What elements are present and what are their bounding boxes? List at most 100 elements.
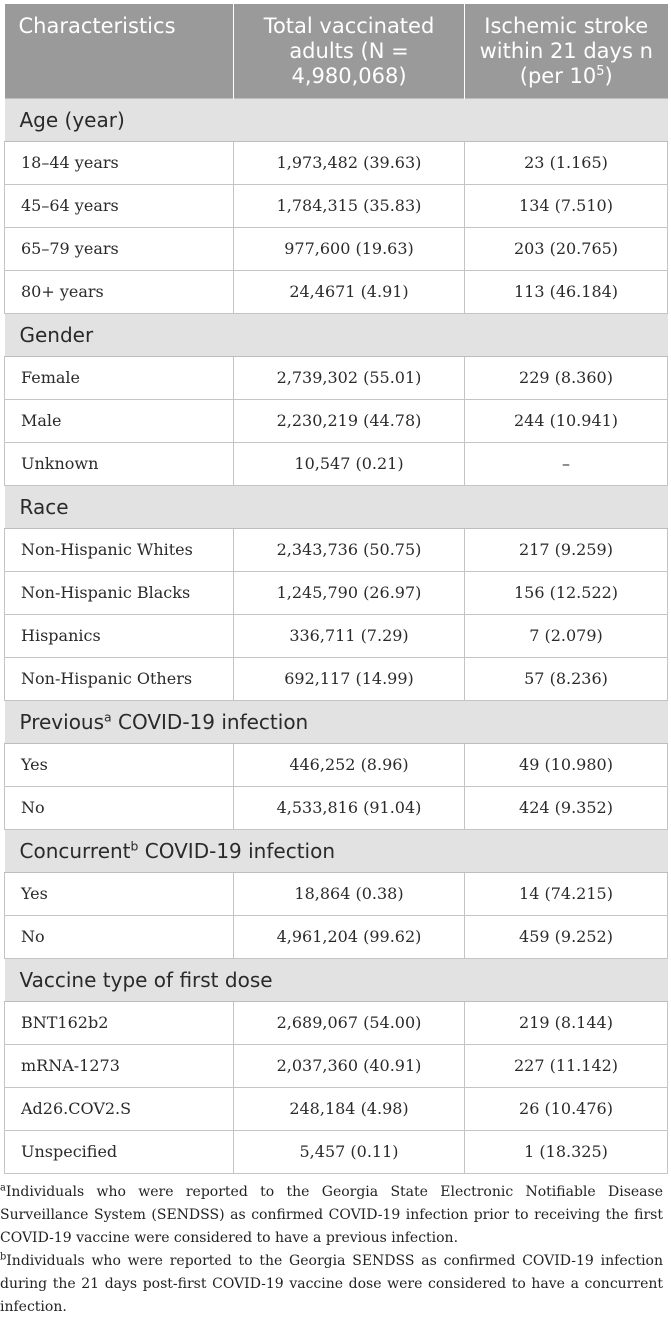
table-row: Unknown 10,547 (0.21) –	[4, 441, 668, 486]
section-title-footnote-mark: a	[104, 708, 112, 724]
row-ischemic-stroke: 113 (46.184)	[464, 269, 668, 314]
row-label: mRNA-1273	[4, 1043, 234, 1088]
section-header-row: Previousa COVID-19 infection	[4, 699, 668, 744]
table-row: Male 2,230,219 (44.78) 244 (10.941)	[4, 398, 668, 443]
row-label: Non-Hispanic Whites	[4, 527, 234, 572]
section-title-text: Previous	[19, 709, 105, 734]
section-title-text-end: COVID-19 infection	[111, 709, 309, 734]
row-label: Unknown	[4, 441, 234, 486]
section-title-text-end: COVID-19 infection	[138, 838, 336, 863]
section-header-row: Gender	[4, 312, 668, 357]
section-header-row: Vaccine type of first dose	[4, 957, 668, 1002]
row-label: Unspecified	[4, 1129, 234, 1174]
table-row: No 4,533,816 (91.04) 424 (9.352)	[4, 785, 668, 830]
row-label: Non-Hispanic Others	[4, 656, 234, 701]
section-header-row: Concurrentb COVID-19 infection	[4, 828, 668, 873]
footnote-text: Individuals who were reported to the Geo…	[0, 1184, 663, 1246]
row-total-vaccinated: 2,037,360 (40.91)	[233, 1043, 465, 1088]
row-total-vaccinated: 2,689,067 (54.00)	[233, 1000, 465, 1045]
table-wrapper: Characteristics Total vaccinated adults …	[4, 4, 668, 1174]
row-ischemic-stroke: 217 (9.259)	[464, 527, 668, 572]
table-row: Hispanics 336,711 (7.29) 7 (2.079)	[4, 613, 668, 658]
table-row: Non-Hispanic Others 692,117 (14.99) 57 (8.…	[4, 656, 668, 701]
row-label: 65–79 years	[4, 226, 234, 271]
header-characteristics: Characteristics	[4, 4, 234, 98]
row-total-vaccinated: 2,739,302 (55.01)	[233, 355, 465, 400]
row-ischemic-stroke: 219 (8.144)	[464, 1000, 668, 1045]
section-title: Age (year)	[4, 97, 668, 142]
header-row: Characteristics Total vaccinated adults …	[4, 4, 668, 98]
section-title-footnote-mark: b	[130, 837, 139, 853]
table-row: 80+ years 24,4671 (4.91) 113 (46.184)	[4, 269, 668, 314]
row-label: Female	[4, 355, 234, 400]
table-row: Unspecified 5,457 (0.11) 1 (18.325)	[4, 1129, 668, 1174]
header-stroke-sup: 5	[596, 64, 605, 79]
row-label: No	[4, 914, 234, 959]
row-total-vaccinated: 2,230,219 (44.78)	[233, 398, 465, 443]
row-total-vaccinated: 1,245,790 (26.97)	[233, 570, 465, 615]
row-total-vaccinated: 10,547 (0.21)	[233, 441, 465, 486]
row-label: Male	[4, 398, 234, 443]
table-row: 45–64 years 1,784,315 (35.83) 134 (7.510)	[4, 183, 668, 228]
row-total-vaccinated: 248,184 (4.98)	[233, 1086, 465, 1131]
row-ischemic-stroke: –	[464, 441, 668, 486]
row-label: Non-Hispanic Blacks	[4, 570, 234, 615]
section-title-text: Concurrent	[19, 838, 131, 863]
row-ischemic-stroke: 57 (8.236)	[464, 656, 668, 701]
table-row: Ad26.COV2.S 248,184 (4.98) 26 (10.476)	[4, 1086, 668, 1131]
section-title: Vaccine type of first dose	[4, 957, 668, 1002]
row-ischemic-stroke: 49 (10.980)	[464, 742, 668, 787]
footnote-mark: a	[0, 1182, 6, 1194]
section-title: Gender	[4, 312, 668, 357]
row-label: 80+ years	[4, 269, 234, 314]
row-total-vaccinated: 692,117 (14.99)	[233, 656, 465, 701]
footnote-text: Individuals who were reported to the Geo…	[0, 1253, 663, 1315]
row-ischemic-stroke: 134 (7.510)	[464, 183, 668, 228]
footnote-mark: b	[0, 1251, 7, 1263]
row-total-vaccinated: 5,457 (0.11)	[233, 1129, 465, 1174]
characteristics-table: Characteristics Total vaccinated adults …	[4, 4, 668, 1174]
table-body: Age (year) 18–44 years 1,973,482 (39.63) 23…	[4, 97, 668, 1174]
row-total-vaccinated: 1,784,315 (35.83)	[233, 183, 465, 228]
row-label: 18–44 years	[4, 140, 234, 185]
row-total-vaccinated: 4,961,204 (99.62)	[233, 914, 465, 959]
row-total-vaccinated: 24,4671 (4.91)	[233, 269, 465, 314]
footnote: aIndividuals who were reported to the Ge…	[0, 1181, 663, 1250]
row-ischemic-stroke: 26 (10.476)	[464, 1086, 668, 1131]
section-title: Race	[4, 484, 668, 529]
table-row: 18–44 years 1,973,482 (39.63) 23 (1.165)	[4, 140, 668, 185]
table-row: Yes 18,864 (0.38) 14 (74.215)	[4, 871, 668, 916]
table-row: Yes 446,252 (8.96) 49 (10.980)	[4, 742, 668, 787]
row-ischemic-stroke: 14 (74.215)	[464, 871, 668, 916]
row-total-vaccinated: 977,600 (19.63)	[233, 226, 465, 271]
section-title: Previousa COVID-19 infection	[4, 699, 668, 744]
section-header-row: Race	[4, 484, 668, 529]
row-total-vaccinated: 4,533,816 (91.04)	[233, 785, 465, 830]
row-label: No	[4, 785, 234, 830]
row-label: BNT162b2	[4, 1000, 234, 1045]
row-label: 45–64 years	[4, 183, 234, 228]
row-total-vaccinated: 2,343,736 (50.75)	[233, 527, 465, 572]
header-stroke-text: Ischemic stroke within 21 days n (per 10	[479, 14, 653, 88]
row-ischemic-stroke: 227 (11.142)	[464, 1043, 668, 1088]
section-header-row: Age (year)	[4, 97, 668, 142]
row-label: Ad26.COV2.S	[4, 1086, 234, 1131]
row-label: Hispanics	[4, 613, 234, 658]
table-row: 65–79 years 977,600 (19.63) 203 (20.765)	[4, 226, 668, 271]
row-total-vaccinated: 18,864 (0.38)	[233, 871, 465, 916]
row-total-vaccinated: 336,711 (7.29)	[233, 613, 465, 658]
table-row: mRNA-1273 2,037,360 (40.91) 227 (11.142)	[4, 1043, 668, 1088]
row-ischemic-stroke: 424 (9.352)	[464, 785, 668, 830]
section-title: Concurrentb COVID-19 infection	[4, 828, 668, 873]
row-label: Yes	[4, 871, 234, 916]
table-row: Non-Hispanic Whites 2,343,736 (50.75) 217 …	[4, 527, 668, 572]
row-total-vaccinated: 446,252 (8.96)	[233, 742, 465, 787]
row-label: Yes	[4, 742, 234, 787]
header-stroke-close: )	[604, 64, 613, 88]
table-row: BNT162b2 2,689,067 (54.00) 219 (8.144)	[4, 1000, 668, 1045]
row-ischemic-stroke: 1 (18.325)	[464, 1129, 668, 1174]
header-total-vaccinated: Total vaccinated adults (N = 4,980,068)	[233, 4, 465, 98]
table-row: Female 2,739,302 (55.01) 229 (8.360)	[4, 355, 668, 400]
row-total-vaccinated: 1,973,482 (39.63)	[233, 140, 465, 185]
row-ischemic-stroke: 244 (10.941)	[464, 398, 668, 443]
